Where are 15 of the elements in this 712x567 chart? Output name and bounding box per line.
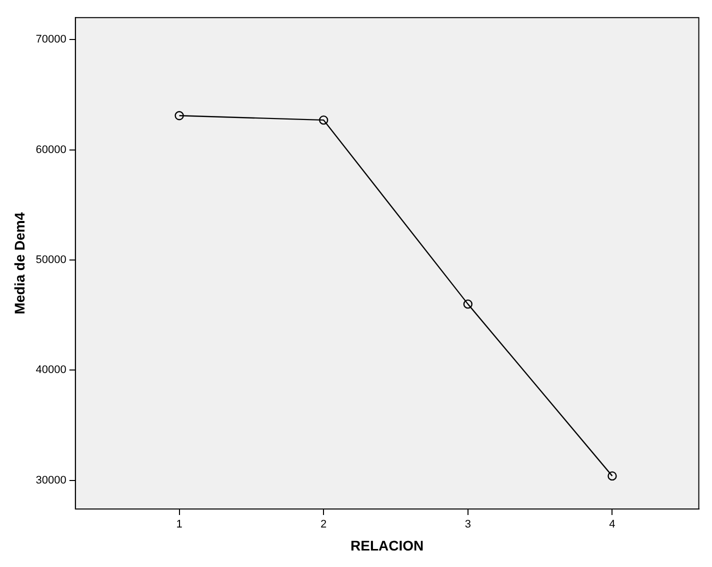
point <box>608 471 617 481</box>
point <box>463 299 473 309</box>
y-tick-label: 70000 <box>36 34 66 46</box>
y-tick-label: 60000 <box>36 144 66 156</box>
x-tick-label: 1 <box>176 518 182 531</box>
y-tick-label: 40000 <box>36 364 66 376</box>
x-tick-label: 2 <box>320 518 327 531</box>
y-tick-label: 50000 <box>36 254 66 266</box>
x-tick-label: 4 <box>609 518 616 531</box>
x-tick-label: 3 <box>464 518 471 531</box>
y-axis-title: Media de Dem4 <box>11 212 28 314</box>
x-axis-title: RELACION <box>350 537 424 554</box>
point <box>174 111 184 120</box>
point <box>319 115 328 125</box>
y-tick-label: 30000 <box>36 474 66 486</box>
